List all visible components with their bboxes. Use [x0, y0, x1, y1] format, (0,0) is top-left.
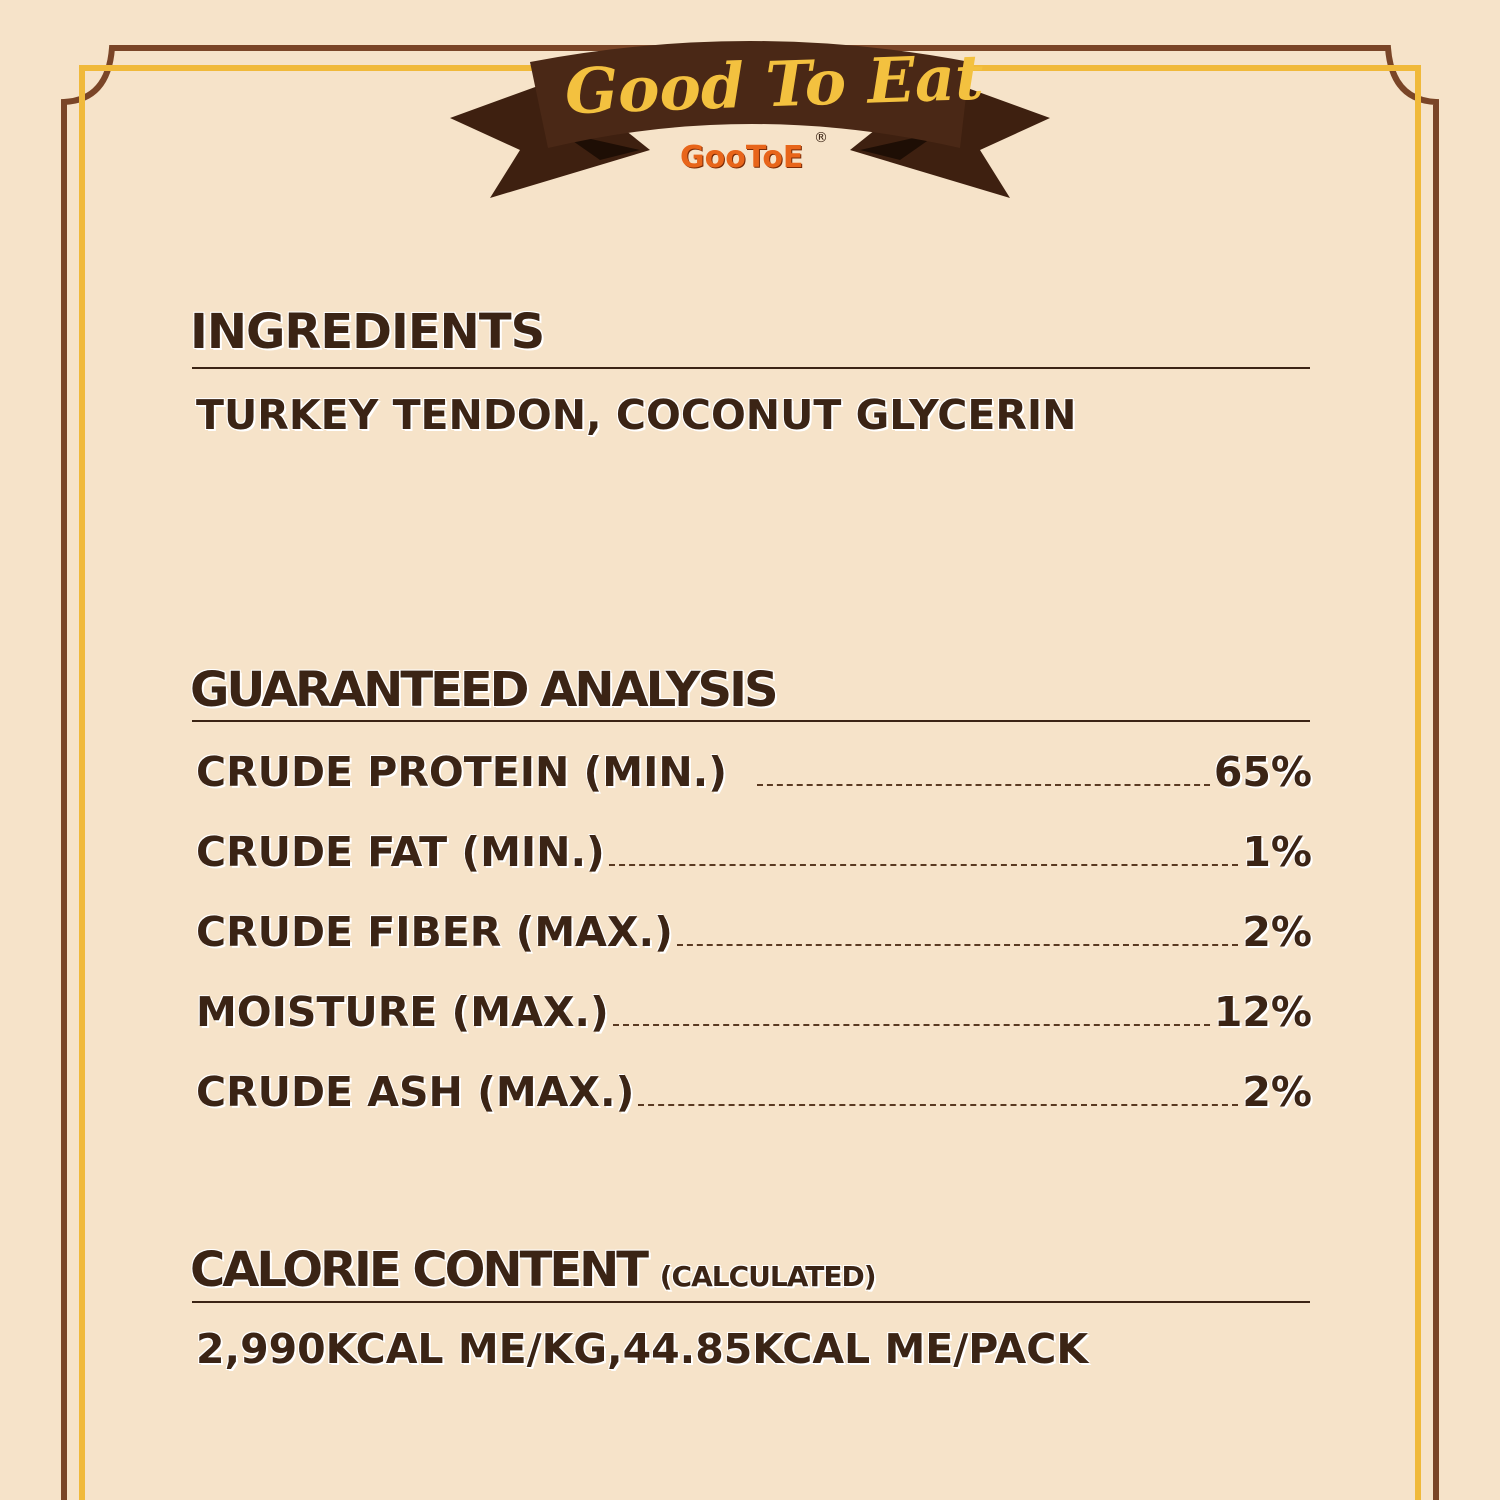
divider	[192, 720, 1310, 722]
ingredients-heading: INGREDIENTS	[190, 304, 545, 360]
row-label: CRUDE FIBER (MAX.)	[196, 908, 673, 956]
row-value: 2%	[1242, 908, 1312, 956]
analysis-row: CRUDE FIBER (MAX.) 2%	[196, 906, 1312, 956]
registered-mark: ®	[814, 130, 828, 146]
row-label: CRUDE ASH (MAX.)	[196, 1068, 635, 1116]
divider	[192, 1301, 1310, 1303]
banner-title: Good To Eat	[563, 40, 985, 129]
row-value: 1%	[1242, 828, 1312, 876]
analysis-row: CRUDE ASH (MAX.) 2%	[196, 1066, 1312, 1116]
row-value: 2%	[1242, 1068, 1312, 1116]
divider	[192, 367, 1310, 369]
dotted-leader	[756, 784, 1210, 786]
row-label: CRUDE FAT (MIN.)	[196, 828, 605, 876]
ingredients-text: TURKEY TENDON, COCONUT GLYCERIN	[196, 391, 1077, 439]
calorie-heading: CALORIE CONTENT (CALCULATED)	[190, 1242, 876, 1298]
analysis-row: MOISTURE (MAX.) 12%	[196, 986, 1312, 1036]
brand-logo: GooToE	[680, 140, 804, 175]
row-value: 65%	[1213, 748, 1312, 796]
calorie-heading-text: CALORIE CONTENT	[190, 1242, 649, 1298]
dotted-leader	[638, 1104, 1239, 1106]
calorie-text: 2,990KCAL ME/KG,44.85KCAL ME/PACK	[196, 1325, 1089, 1373]
row-label: CRUDE PROTEIN (MIN.)	[196, 748, 727, 796]
calorie-note: (CALCULATED)	[659, 1260, 877, 1293]
row-label: MOISTURE (MAX.)	[196, 988, 609, 1036]
analysis-row: CRUDE PROTEIN (MIN.) 65%	[196, 746, 1312, 796]
dotted-leader	[612, 1024, 1210, 1026]
row-value: 12%	[1213, 988, 1312, 1036]
dotted-leader	[608, 864, 1239, 866]
analysis-heading: GUARANTEED ANALYSIS	[190, 662, 779, 718]
analysis-row: CRUDE FAT (MIN.) 1%	[196, 826, 1312, 876]
ribbon-banner	[450, 41, 1050, 198]
dotted-leader	[676, 944, 1239, 946]
